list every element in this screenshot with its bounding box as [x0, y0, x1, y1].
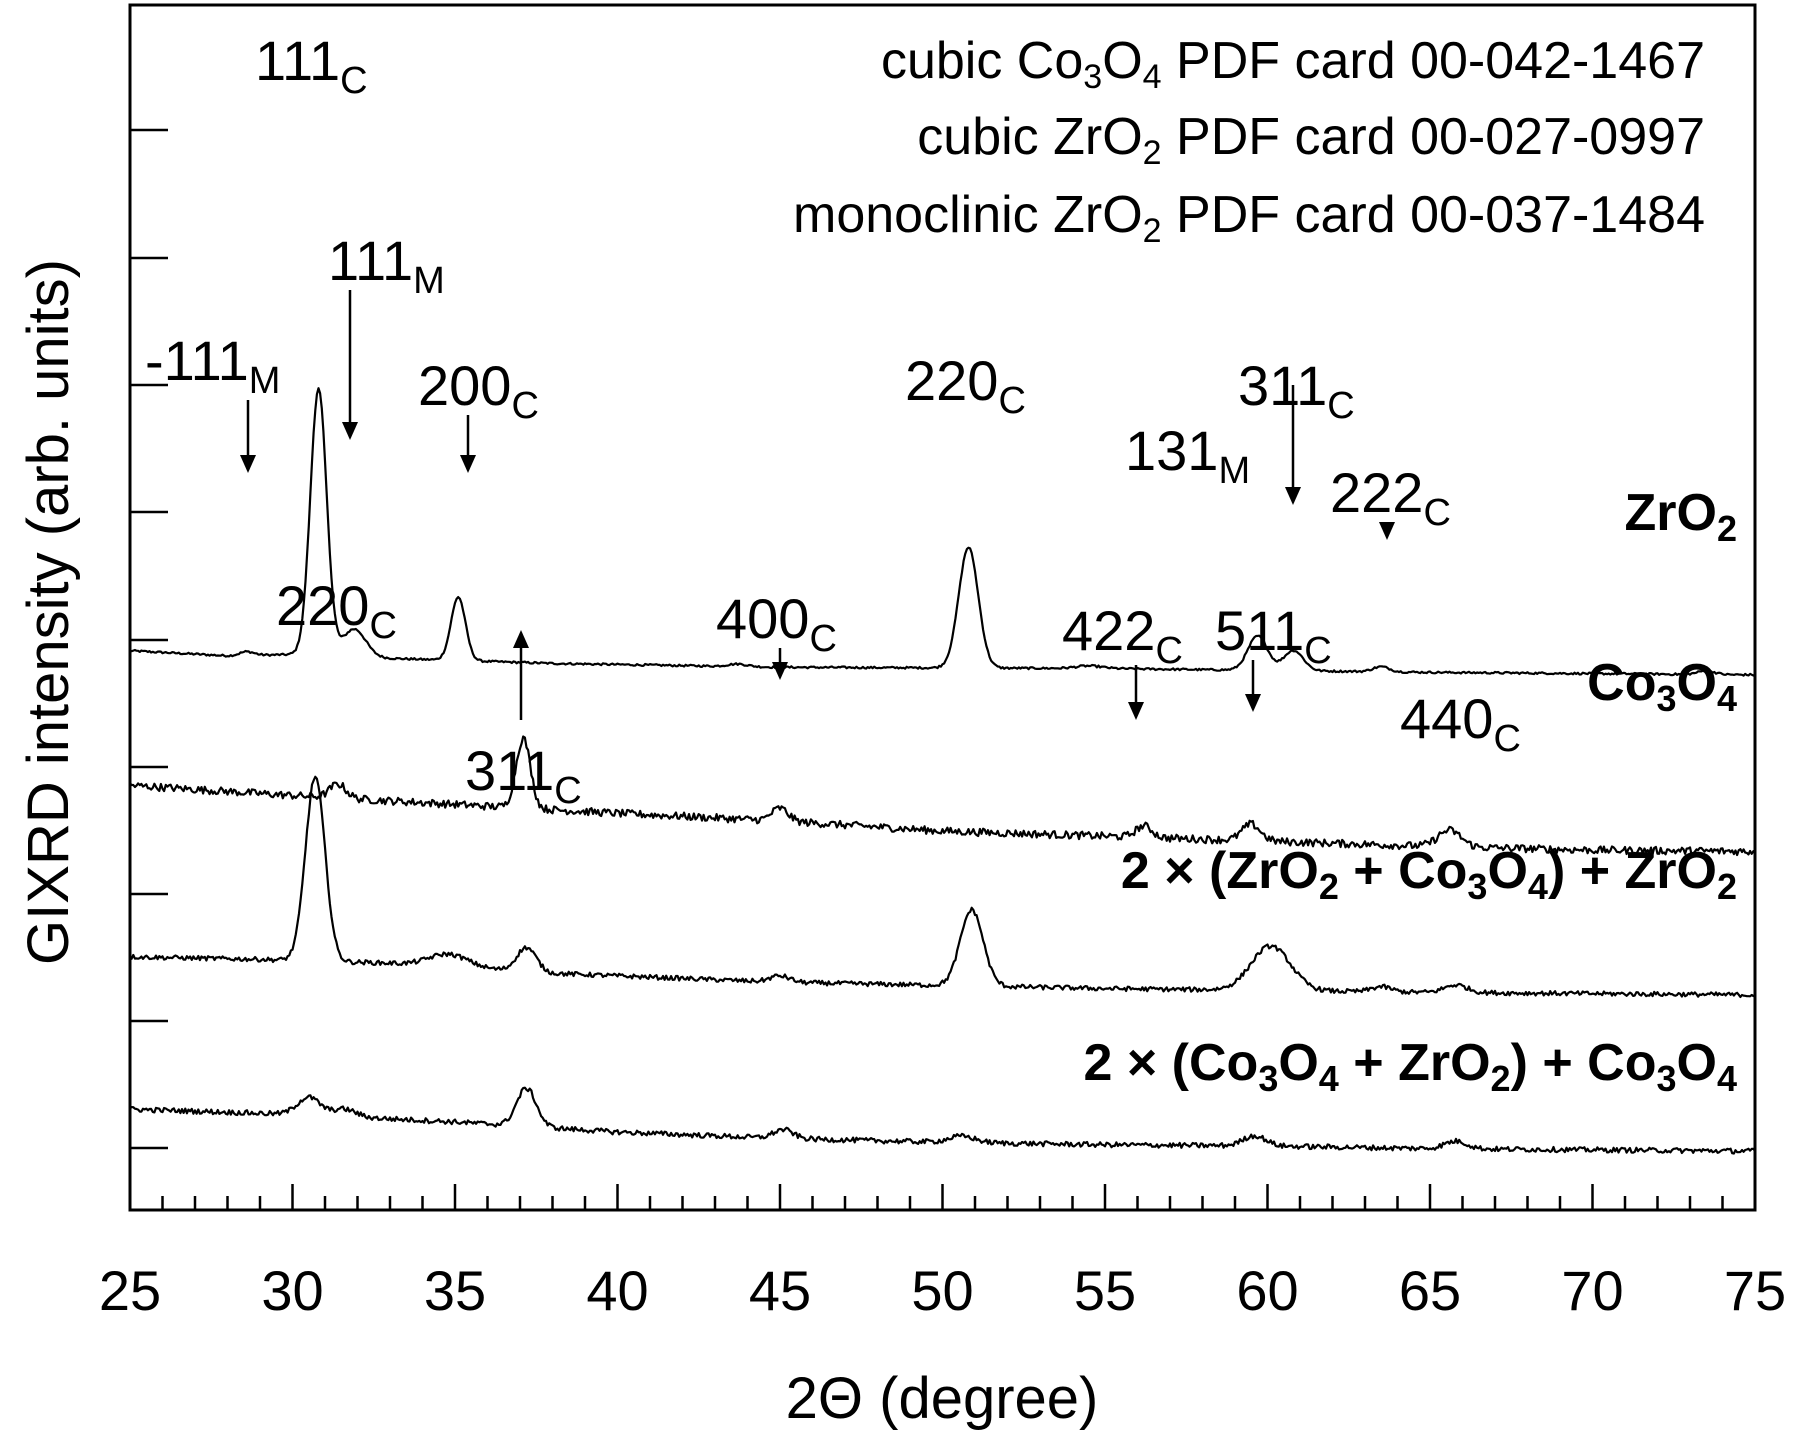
peak-label-8: 222C — [1330, 461, 1451, 534]
series-label-3: 2 × (ZrO2 + Co3O4) + ZrO2 — [1121, 842, 1737, 907]
x-tick-label: 45 — [749, 1259, 811, 1322]
x-tick-label: 30 — [261, 1259, 323, 1322]
peak-label-7: 311C — [1238, 354, 1355, 427]
peak-label-9: 220C — [276, 574, 397, 647]
series-label-4: 2 × (Co3O4 + ZrO2) + Co3O4 — [1083, 1034, 1737, 1099]
series-line-3 — [129, 775, 1756, 999]
reference-card-2: cubic ZrO2 PDF card 00-027-0997 — [917, 108, 1705, 172]
peak-arrowhead-4 — [460, 455, 476, 473]
peak-arrowhead-11 — [772, 662, 788, 680]
x-tick-label: 25 — [99, 1259, 161, 1322]
series-labels-group: ZrO2 Co3O4 2 × (ZrO2 + Co3O4) + ZrO2 2 × (C… — [1083, 484, 1737, 1099]
peak-label-11: 400C — [716, 587, 837, 660]
peak-arrowhead-8 — [1379, 522, 1395, 540]
series-label-1: ZrO2 — [1625, 484, 1737, 549]
x-tick-label: 40 — [586, 1259, 648, 1322]
peak-arrowhead-2 — [240, 455, 256, 473]
series-group — [129, 387, 1756, 1155]
peak-label-1: 111C — [255, 29, 368, 102]
x-tick-label: 35 — [424, 1259, 486, 1322]
x-tick-label: 65 — [1399, 1259, 1461, 1322]
x-tick-label: 60 — [1236, 1259, 1298, 1322]
y-axis-label: GIXRD intensity (arb. units) — [16, 259, 81, 965]
series-line-1 — [129, 387, 1756, 677]
series-line-2 — [129, 735, 1756, 857]
y-axis-ticks — [130, 128, 168, 1150]
reference-card-3: monoclinic ZrO2 PDF card 00-037-1484 — [793, 186, 1705, 250]
peak-label-10: 311C — [465, 739, 582, 812]
x-axis-label: 2Θ (degree) — [786, 1366, 1099, 1431]
peak-arrowhead-13 — [1245, 694, 1261, 712]
x-tick-label: 70 — [1561, 1259, 1623, 1322]
x-tick-label: 75 — [1724, 1259, 1786, 1322]
x-tick-label: 50 — [911, 1259, 973, 1322]
reference-cards: cubic Co3O4 PDF card 00-042-1467 cubic Zr… — [793, 32, 1705, 250]
peak-label-14: 440C — [1400, 687, 1521, 760]
peak-label-4: 200C — [418, 354, 539, 427]
peak-label-3: 111M — [328, 229, 445, 302]
x-axis-ticks: 25 30 35 40 45 50 55 60 65 70 75 — [99, 1184, 1786, 1322]
x-tick-label: 55 — [1074, 1259, 1136, 1322]
peak-arrowhead-12 — [1128, 702, 1144, 720]
peak-arrowhead-3 — [342, 422, 358, 440]
peak-arrowhead-7 — [1285, 487, 1301, 505]
peak-arrowhead-10 — [513, 630, 529, 648]
peak-label-5: 220C — [905, 349, 1026, 422]
peak-label-6: 131M — [1125, 419, 1250, 492]
series-line-4 — [129, 1086, 1756, 1155]
peak-label-13: 511C — [1215, 599, 1332, 672]
reference-card-1: cubic Co3O4 PDF card 00-042-1467 — [881, 32, 1705, 96]
peak-label-12: 422C — [1062, 599, 1183, 672]
series-label-2: Co3O4 — [1587, 654, 1737, 719]
peak-label-2: -111M — [145, 329, 280, 402]
